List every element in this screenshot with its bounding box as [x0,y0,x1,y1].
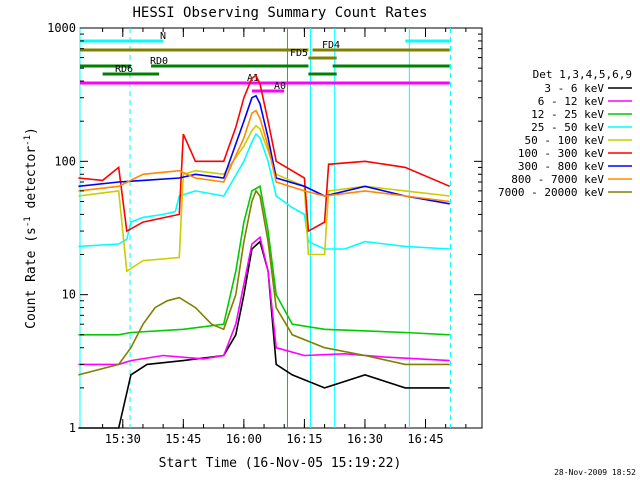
series-line [78,240,450,429]
legend-label: 6 - 12 keV [538,95,605,108]
x-axis-label: Start Time (16-Nov-05 15:19:22) [159,456,402,471]
y-tick-label: 1 [69,421,76,435]
mode-bar-label: FD4 [322,40,340,51]
chart-title: HESSI Observing Summary Count Rates [132,5,427,21]
mode-bar-label: FD5 [290,48,308,59]
y-axis-ticks: 1 10 100 1000 [47,21,482,435]
x-tick-label: 16:00 [226,432,262,446]
legend-label: 3 - 6 keV [544,82,604,95]
y-tick-label: 100 [54,154,76,168]
series-line [78,109,450,203]
y-tick-label: 1000 [47,21,76,35]
legend-title: Det 1,3,4,5,6,9 [533,68,632,81]
mode-bar-label: RD6 [115,64,133,75]
series-line [78,124,450,273]
x-tick-label: 15:30 [105,432,141,446]
legend-label: 25 - 50 keV [531,121,604,134]
y-tick-label: 10 [62,288,76,302]
y-axis-label: Count Rate (s-1 detector-1) [23,127,39,329]
x-tick-label: 16:15 [286,432,322,446]
mode-bar-label: A0 [274,81,286,92]
series-line [78,132,450,250]
timestamp: 28-Nov-2009 18:52 [554,468,636,477]
series-lines [78,74,451,429]
series-line [78,235,450,366]
series-line [78,189,450,376]
x-axis-ticks: 15:30 15:45 16:00 16:15 16:30 16:45 [102,28,467,446]
legend-label: 12 - 25 keV [531,108,604,121]
mode-bar-label: N [160,31,166,42]
mode-bar-label: A1 [247,73,259,84]
mode-bar-label: RD0 [150,56,168,67]
series-line [78,185,450,336]
legend-label: 300 - 800 keV [518,160,604,173]
x-tick-label: 15:45 [165,432,201,446]
mode-bars: N FD4 FD5 RD0 RD6 A1 A0 [80,31,450,93]
legend-label: 800 - 7000 keV [511,173,604,186]
legend-label: 100 - 300 keV [518,147,604,160]
series-line [78,94,450,205]
x-tick-label: 16:45 [407,432,443,446]
legend-label: 50 - 100 keV [525,134,605,147]
legend-label: 7000 - 20000 keV [498,186,604,199]
x-tick-label: 16:30 [347,432,383,446]
series-line [78,74,451,233]
